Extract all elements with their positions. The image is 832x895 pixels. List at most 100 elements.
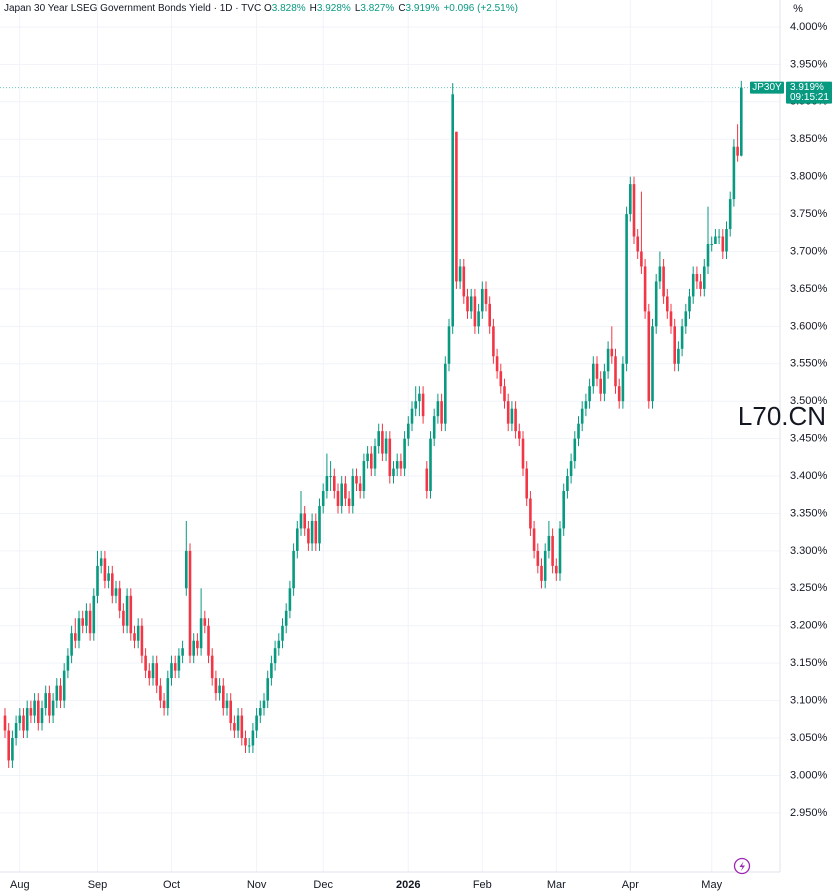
candle-body [714,236,717,245]
candle-body [477,311,480,327]
candle-body [629,184,632,215]
candle-body [514,408,517,432]
candle-body [251,730,255,746]
candle-body [518,431,521,439]
candle-body [621,363,625,402]
candle-body [192,640,195,656]
candle-body [732,146,736,200]
candle-body [432,416,436,439]
x-tick-label: 2026 [396,879,420,891]
candle-body [536,550,540,566]
candle-body [25,708,29,731]
candle-body [699,281,702,289]
candle-body [562,491,565,529]
candle-body [658,266,662,282]
candle-body [177,655,181,671]
legend-key: L [355,3,361,14]
candle-body [543,550,547,581]
candle-body [510,408,514,424]
candle-body [592,363,595,387]
candle-body [288,588,292,611]
chart-title: Japan 30 Year LSEG Government Bonds Yiel… [4,3,261,14]
candle-body [492,326,495,357]
candle-body [525,468,528,499]
candle-body [654,281,658,327]
candle-body [728,199,732,230]
candle-body [92,595,96,634]
x-tick-label: Apr [622,879,639,891]
candle-body [166,678,170,709]
candle-body [636,236,639,252]
replay-icon-bolt[interactable] [739,861,746,872]
candle-body [703,266,706,289]
candle-body [617,386,621,402]
x-tick-label: Oct [163,879,180,891]
candle-body [284,610,288,626]
candle-body [151,663,155,679]
legend-key: H [310,3,317,14]
candle-body [473,296,477,327]
x-tick-label: Sep [88,879,108,891]
candle-body [129,595,133,634]
candle-body [721,236,725,252]
candle-body [329,476,332,478]
candle-body [466,296,469,312]
candle-body [270,663,273,679]
symbol-label: JP30Y [752,82,782,93]
candle-body [358,483,362,492]
candle-body [410,408,414,424]
candle-body [240,715,244,739]
candle-body [451,94,454,327]
candle-body [162,700,166,709]
candles [0,80,780,768]
replay-icon[interactable] [733,857,751,875]
legend-value: 3.827% [360,3,394,14]
candle-body [125,595,129,626]
candle-body [310,520,314,544]
candle-body [62,670,66,701]
candle-body [555,565,558,574]
y-tick-label: 4.000% [790,21,828,33]
y-tick-label: 3.950% [790,58,828,70]
y-tick-label: 3.600% [790,320,828,332]
candle-body [495,356,499,372]
candle-body [429,438,432,492]
candle-body [425,468,429,492]
candle-body [418,393,421,402]
candle-body [669,311,673,327]
candle-body [247,745,251,747]
candle-body [281,625,284,641]
candle-body [529,498,532,529]
x-tick-label: May [701,879,722,891]
y-tick-label: 3.150% [790,657,828,669]
candle-body [103,558,107,581]
y-tick-label: 3.400% [790,470,828,482]
legend-key: C [398,3,405,14]
candle-body [214,678,218,694]
candle-body [307,528,310,544]
candle-body [203,618,207,626]
candle-body [48,693,51,716]
candle-body [717,236,721,238]
candle-body [399,461,403,469]
candle-body [362,461,366,492]
candle-body [336,491,340,506]
candle-body [51,700,55,716]
candle-body [662,266,665,297]
candle-body [577,423,580,439]
candle-body [314,520,318,544]
candle-body [688,296,691,312]
x-tick-label: Dec [313,879,333,891]
candle-body [273,648,277,664]
candle-body [74,633,77,641]
candle-body [159,685,162,701]
candle-body [381,431,384,454]
candle-body [573,438,577,462]
candle-body [395,461,399,469]
candle-body [296,528,299,551]
candle-body [266,678,269,701]
candle-body [22,715,25,731]
candle-body [222,685,225,709]
candle-body [640,251,643,267]
y-tick-label: 2.950% [790,807,828,819]
